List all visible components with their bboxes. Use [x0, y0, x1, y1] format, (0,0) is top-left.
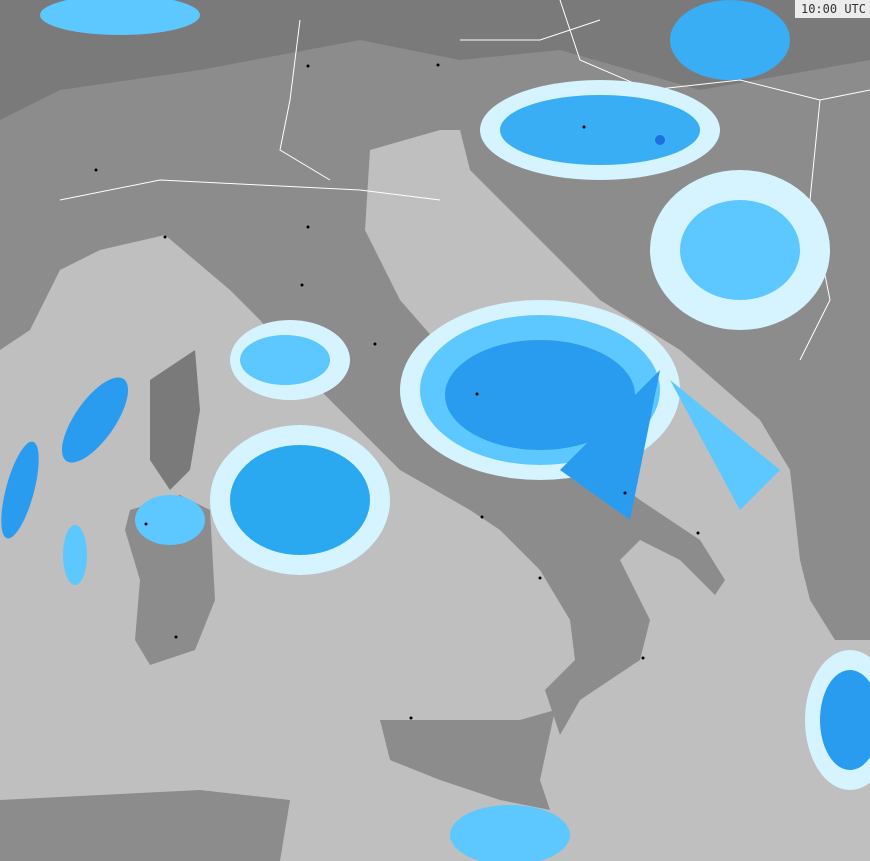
- land-alps-dark: [0, 0, 870, 120]
- land-corsica: [150, 350, 200, 490]
- city-markers: [94, 63, 700, 720]
- land-sicily: [380, 710, 555, 810]
- land-africa: [0, 790, 290, 861]
- land-north-italy: [0, 0, 725, 735]
- timestamp-label: 10:00 UTC: [794, 0, 870, 18]
